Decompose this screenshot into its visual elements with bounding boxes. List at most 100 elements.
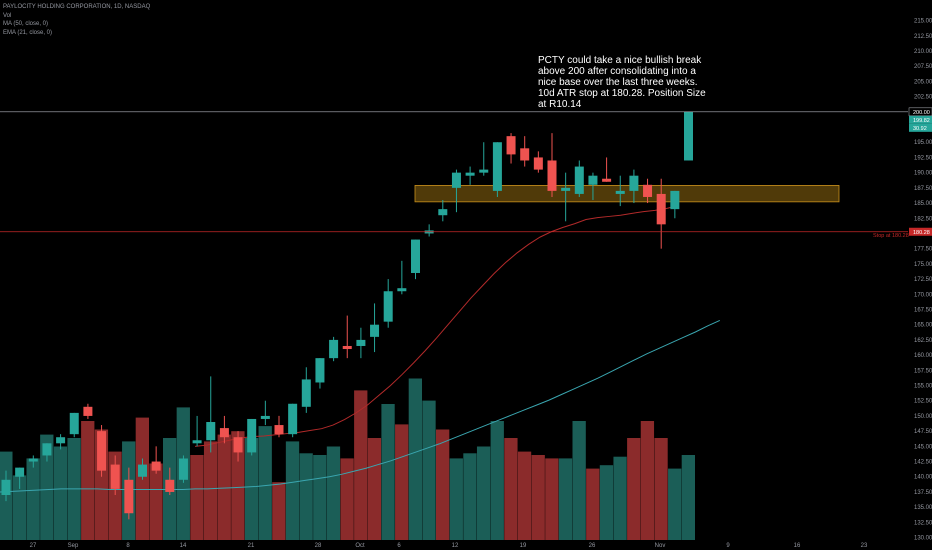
y-axis-tick-label: 170.00 xyxy=(914,292,932,298)
candle-body xyxy=(15,467,25,477)
ma-indicator-label[interactable]: MA (50, close, 0) xyxy=(3,21,49,27)
candle-body xyxy=(547,160,557,191)
volume-bar xyxy=(258,426,272,540)
candle-body xyxy=(561,187,571,191)
candle-body xyxy=(629,175,639,191)
candle-body xyxy=(192,440,202,444)
volume-bar xyxy=(203,441,218,540)
ema-indicator-label[interactable]: EMA (21, close, 0) xyxy=(3,29,53,36)
candle-body xyxy=(342,345,352,350)
volume-bar xyxy=(613,456,627,540)
y-axis-tick-label: 152.50 xyxy=(914,399,932,405)
candle-body xyxy=(301,379,311,407)
symbol-title[interactable]: PAYLOCITY HOLDING CORPORATION, 1D, NASDA… xyxy=(3,4,151,10)
x-axis-tick-label: 27 xyxy=(30,543,37,549)
volume-bar xyxy=(285,441,300,540)
volume-bar xyxy=(490,421,504,540)
y-axis-tick-label: 142.50 xyxy=(914,460,932,466)
volume-bar xyxy=(313,455,327,540)
volume-bar xyxy=(422,400,436,540)
candle-body xyxy=(233,437,243,453)
x-axis-tick-label: 9 xyxy=(726,543,730,549)
y-axis-tick-label: 202.50 xyxy=(914,95,932,101)
y-axis-tick-label: 130.00 xyxy=(914,536,932,542)
volume-bar xyxy=(244,438,259,540)
volume-bar xyxy=(654,438,668,540)
y-axis-tick-label: 150.00 xyxy=(914,414,932,420)
candle-body xyxy=(356,339,366,346)
volume-bar xyxy=(640,421,655,540)
price-tag-label: 199.82 xyxy=(913,118,930,124)
price-tag-box xyxy=(909,123,932,132)
x-axis-tick-label: 8 xyxy=(126,543,130,549)
y-axis-tick-label: 212.50 xyxy=(914,34,932,40)
volume-bar xyxy=(681,455,695,540)
volume-bar xyxy=(272,482,286,540)
y-axis-tick-label: 190.00 xyxy=(914,171,932,177)
volume-bar xyxy=(572,421,586,540)
candle-body xyxy=(315,358,325,383)
volume-bar xyxy=(81,421,95,540)
volume-bar xyxy=(436,429,450,540)
y-axis-tick-label: 205.00 xyxy=(914,79,932,85)
y-axis-tick-label: 160.00 xyxy=(914,353,932,359)
ma-50-line xyxy=(0,319,721,493)
candle-body xyxy=(656,193,666,225)
candle-body xyxy=(329,339,339,359)
candle-body xyxy=(411,239,420,273)
volume-bar xyxy=(627,438,641,540)
candle-body xyxy=(383,291,393,322)
price-tag-label: 200.00 xyxy=(913,110,930,116)
ema-21-line xyxy=(194,205,679,447)
y-axis-tick-label: 157.50 xyxy=(914,368,932,374)
stop-label: Stop at 180.28 xyxy=(873,233,909,239)
volume-bar xyxy=(586,468,600,540)
candle-body xyxy=(643,184,653,197)
x-axis-tick-label: Sep xyxy=(68,543,79,549)
volume-bar xyxy=(531,455,545,540)
volume-bar xyxy=(53,446,68,540)
volume-bar xyxy=(395,424,409,540)
candle-body xyxy=(165,479,175,492)
y-axis-tick-label: 185.00 xyxy=(914,201,932,207)
volume-bar xyxy=(476,446,491,540)
candle-body xyxy=(124,479,134,514)
y-axis-tick-label: 132.50 xyxy=(914,520,932,526)
volume-bar xyxy=(231,431,245,540)
chart-annotation-note[interactable]: PCTY could take a nice bullish break abo… xyxy=(538,55,706,110)
x-axis-tick-label: 26 xyxy=(589,543,596,549)
candle-body xyxy=(260,415,270,419)
x-axis-tick-label: 16 xyxy=(794,543,801,549)
candle-body xyxy=(574,166,584,194)
volume-bar xyxy=(558,458,573,540)
candle-body xyxy=(370,324,380,337)
y-axis-tick-label: 140.00 xyxy=(914,475,932,481)
stop-tag-box xyxy=(909,227,932,236)
chart-legend: PAYLOCITY HOLDING CORPORATION, 1D, NASDA… xyxy=(3,3,150,37)
y-axis-tick-label: 182.50 xyxy=(914,216,932,222)
y-axis-tick-label: 210.00 xyxy=(914,49,932,55)
candle-body xyxy=(588,175,598,185)
candle-body xyxy=(479,169,489,173)
volume-bar xyxy=(217,434,231,540)
y-axis-tick-label: 177.50 xyxy=(914,247,932,253)
volume-bar xyxy=(26,458,40,540)
candle-body xyxy=(178,458,188,480)
candle-body xyxy=(206,422,216,441)
y-axis-tick-label: 137.50 xyxy=(914,490,932,496)
x-axis-tick-label: Nov xyxy=(655,543,666,549)
y-axis-tick-label: 155.00 xyxy=(914,384,932,390)
volume-bar xyxy=(408,378,422,540)
candle-body xyxy=(602,178,612,182)
volume-indicator-label[interactable]: Vol xyxy=(3,12,12,19)
volume-bar xyxy=(40,434,54,540)
volume-bar xyxy=(299,453,313,540)
candle-body xyxy=(138,464,147,477)
y-axis-tick-label: 167.50 xyxy=(914,307,932,313)
y-axis-tick-label: 192.50 xyxy=(914,155,932,161)
x-axis-tick-label: Oct xyxy=(355,543,365,549)
y-axis-tick-label: 145.00 xyxy=(914,444,932,450)
volume-bar xyxy=(668,468,682,540)
candle-body xyxy=(506,136,516,155)
